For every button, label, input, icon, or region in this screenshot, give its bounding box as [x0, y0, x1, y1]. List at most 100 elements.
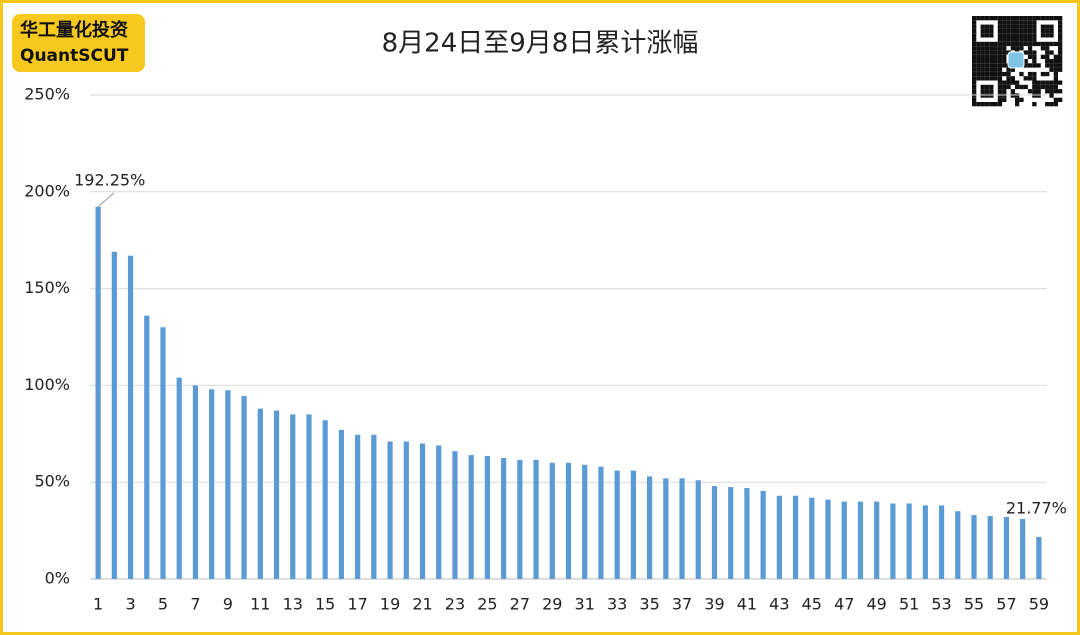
qr-cell	[993, 67, 998, 72]
qr-cell	[1027, 16, 1033, 21]
qr-cell	[980, 93, 985, 98]
bar	[403, 441, 409, 579]
logo-badge	[12, 14, 145, 72]
qr-cell	[984, 76, 990, 81]
qr-cell	[1045, 50, 1050, 55]
qr-cell	[1010, 24, 1015, 29]
qr-cell	[1049, 24, 1054, 29]
bar	[565, 462, 572, 579]
qr-center	[1007, 51, 1025, 69]
bar	[436, 445, 442, 579]
qr-cell	[1015, 84, 1020, 90]
qr-cell	[1023, 50, 1028, 55]
qr-cell	[1053, 89, 1058, 94]
qr-cell	[993, 41, 998, 47]
bar	[874, 501, 880, 579]
qr-cell	[1058, 50, 1063, 55]
qr-cell	[1006, 24, 1011, 29]
x-tick-label: 29	[542, 595, 562, 614]
qr-cell	[993, 16, 998, 21]
qr-cell	[997, 89, 1003, 94]
qr-cell	[989, 16, 994, 21]
qr-cell	[1019, 20, 1024, 25]
bar	[517, 459, 523, 579]
x-tick-label: 55	[964, 595, 984, 614]
qr-cell	[1058, 37, 1063, 42]
qr-cell	[989, 59, 994, 64]
qr-cell	[1053, 80, 1058, 85]
qr-cell	[1058, 20, 1063, 25]
qr-cell	[989, 46, 994, 51]
qr-cell	[993, 63, 998, 68]
qr-cell	[1019, 24, 1024, 29]
qr-cell	[1027, 50, 1033, 55]
qr-cell	[1053, 76, 1058, 81]
qr-cell	[972, 28, 977, 34]
qr-cell	[1019, 33, 1024, 38]
qr-cell	[984, 102, 990, 107]
label-leader	[97, 192, 115, 208]
x-tick-label: 5	[158, 595, 168, 614]
qr-cell	[1023, 76, 1028, 81]
qr-cell	[1049, 28, 1054, 34]
qr-cell	[980, 84, 985, 90]
x-tick-label: 59	[1029, 595, 1049, 614]
qr-cell	[1002, 28, 1007, 34]
qr-cell	[1027, 33, 1033, 38]
qr-cell	[1032, 54, 1037, 59]
qr-cell	[1019, 41, 1024, 47]
qr-cell	[989, 24, 994, 29]
qr-cell	[997, 63, 1003, 68]
qr-cell	[1045, 41, 1050, 47]
qr-cell	[1002, 59, 1007, 64]
qr-cell	[980, 102, 985, 107]
qr-cell	[1027, 20, 1033, 25]
qr-cell	[1058, 89, 1063, 94]
y-tick-label: 0%	[45, 569, 70, 588]
qr-cell	[1045, 71, 1050, 77]
qr-cell	[980, 24, 985, 29]
qr-cell	[1032, 16, 1037, 21]
qr-cell	[1015, 93, 1020, 98]
qr-cell	[984, 41, 990, 47]
qr-cell	[997, 80, 1003, 85]
qr-cell	[1002, 84, 1007, 90]
qr-cell	[997, 93, 1003, 98]
bar	[760, 490, 766, 579]
qr-cell	[1015, 20, 1020, 25]
qr-cell	[1010, 41, 1015, 47]
qr-cell	[1053, 59, 1058, 64]
qr-cell	[1045, 28, 1050, 34]
bar	[241, 396, 247, 579]
qr-cell	[1006, 76, 1011, 81]
qr-cell	[980, 76, 985, 81]
qr-cell	[984, 50, 990, 55]
qr-cell	[1045, 33, 1050, 38]
qr-cell	[1040, 16, 1046, 21]
qr-cell	[1006, 67, 1011, 72]
qr-cell	[976, 41, 981, 47]
qr-cell	[997, 84, 1003, 90]
qr-cell	[1040, 46, 1046, 51]
qr-cell	[1058, 67, 1063, 72]
qr-cell	[1006, 16, 1011, 21]
qr-cell	[993, 59, 998, 64]
x-tick-label: 39	[704, 595, 724, 614]
bar	[809, 497, 815, 579]
bar	[614, 470, 620, 579]
qr-cell	[1049, 33, 1054, 38]
qr-cell	[1010, 33, 1015, 38]
qr-cell	[1002, 80, 1007, 85]
qr-cell	[1045, 59, 1050, 64]
qr-cell	[1023, 63, 1028, 68]
qr-cell	[1010, 89, 1015, 94]
y-tick-label: 50%	[34, 472, 70, 491]
qr-cell	[1019, 71, 1024, 77]
qr-cell	[993, 50, 998, 55]
qr-cell	[1015, 16, 1020, 21]
qr-cell	[1053, 54, 1058, 59]
qr-cell	[1058, 41, 1063, 47]
bar	[792, 495, 799, 579]
bar	[468, 455, 474, 579]
